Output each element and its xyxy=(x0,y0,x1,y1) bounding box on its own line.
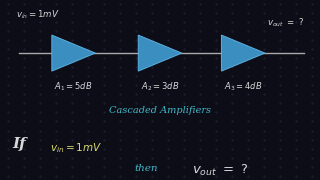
Text: Cascaded Amplifiers: Cascaded Amplifiers xyxy=(109,106,211,115)
Text: $v_{in} = 1mV$: $v_{in} = 1mV$ xyxy=(16,8,60,21)
Polygon shape xyxy=(221,35,265,71)
Text: $A_3 = 4dB$: $A_3 = 4dB$ xyxy=(224,80,262,93)
Text: $A_2 = 3dB$: $A_2 = 3dB$ xyxy=(141,80,179,93)
Polygon shape xyxy=(52,35,95,71)
Text: $v_{out}\ =\ ?$: $v_{out}\ =\ ?$ xyxy=(192,163,248,178)
Polygon shape xyxy=(138,35,182,71)
Text: $A_1 = 5dB$: $A_1 = 5dB$ xyxy=(54,80,93,93)
Text: If: If xyxy=(13,137,27,151)
Text: $v_{in} = 1mV$: $v_{in} = 1mV$ xyxy=(50,142,102,155)
Text: then: then xyxy=(134,164,158,173)
Text: $v_{out}\ =\ ?$: $v_{out}\ =\ ?$ xyxy=(267,16,304,29)
